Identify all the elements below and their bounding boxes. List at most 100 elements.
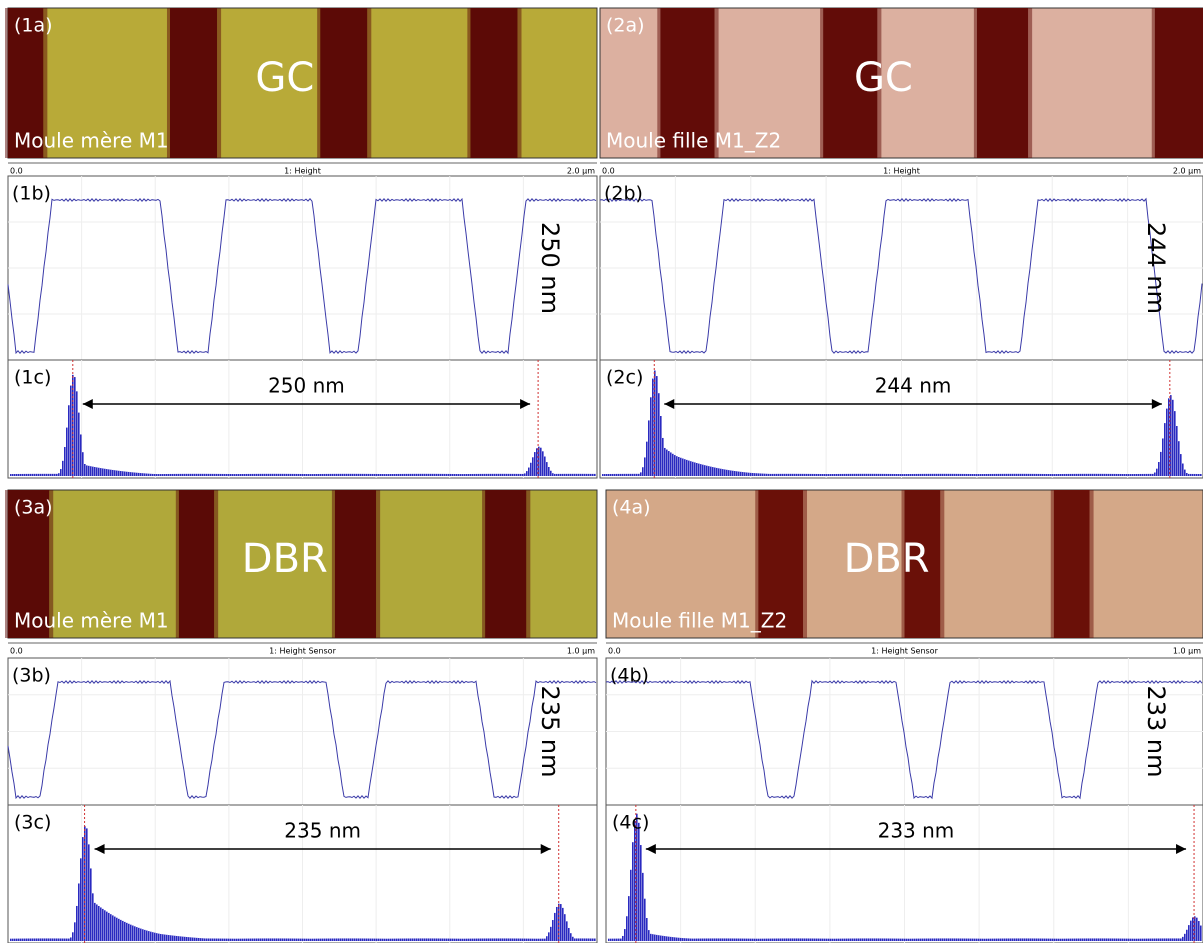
histogram-bar [230,474,232,476]
histogram-bar [594,938,596,941]
histogram-bar [482,473,484,476]
histogram-bar [408,938,410,941]
histogram-bar [470,473,472,476]
histogram-bar [624,929,626,941]
histogram-bar [666,936,668,941]
histogram-bar [368,473,370,476]
stripe [1053,490,1090,638]
histogram-bar [24,473,26,476]
histogram-bar [234,938,236,941]
histogram-bar [98,905,100,941]
histogram-bar [984,938,986,941]
stripe-edge [1050,490,1054,638]
histogram-bar [374,473,376,476]
histogram-bar [654,934,656,941]
histogram-bar [1114,938,1116,941]
histogram-bar [530,462,532,476]
histogram-bar [232,474,234,476]
histogram-bar [434,473,436,476]
histogram-bar [1004,938,1006,941]
histogram-bar [36,938,38,941]
histogram-bar [772,938,774,941]
histogram-bar [286,938,288,941]
histogram-bar [1190,473,1192,476]
histogram-bar [1074,938,1076,941]
histogram-bar [1078,473,1080,476]
histogram-bar [660,416,662,476]
histogram-bar [760,473,762,476]
histogram-bar [282,938,284,941]
histogram-bar [576,938,578,941]
histogram-bar [1068,938,1070,941]
histogram-bar [306,474,308,476]
histogram-bar [166,934,168,941]
histogram-bar [116,917,118,941]
histogram-bar [352,938,354,941]
histogram-bar [798,473,800,476]
histogram-bar [74,377,76,476]
histogram-bar [636,813,638,941]
stripe-edge [5,490,8,638]
histogram-bar [396,473,398,476]
histogram-bar [656,934,658,941]
histogram-bar [1186,929,1188,941]
histogram-bar [1102,938,1104,941]
histogram-bar [830,938,832,941]
histogram-bar [582,473,584,476]
histogram-bar [684,938,686,941]
histogram-bar [262,938,264,941]
histogram-bar [538,938,540,941]
histogram-bar [398,473,400,476]
distance-label: 235 nm [284,819,361,843]
histogram-bar [690,461,692,476]
histogram-bar [904,474,906,476]
histogram-bar [160,933,162,941]
scale-start: 0.0 [602,167,615,176]
histogram-bar [610,938,612,941]
histogram-bar [866,473,868,476]
histogram-bar [114,470,116,476]
sample-label: DBR [242,536,328,582]
histogram-bar [948,938,950,941]
histogram-bar [100,468,102,476]
histogram-bar [982,938,984,941]
histogram-bar [290,473,292,476]
histogram-bar [814,473,816,476]
histogram-bar [360,938,362,941]
histogram-bar [760,938,762,941]
histogram-bar [116,470,118,476]
histogram-bar [1180,454,1182,476]
scale-start: 0.0 [10,167,23,176]
histogram-bar [518,938,520,941]
histogram-bar [900,474,902,476]
stripe [1154,8,1203,158]
histogram-bar [248,473,250,476]
histogram-bar [674,937,676,941]
histogram-bar [170,935,172,941]
histogram-bar [1166,938,1168,941]
histogram-bar [182,936,184,941]
histogram-bar [1004,473,1006,476]
histogram-bar [1190,920,1192,941]
histogram-bar [1118,938,1120,941]
histogram-bar [214,473,216,476]
histogram-bar [1070,938,1072,941]
histogram-bar [1168,938,1170,941]
histogram-bar [450,938,452,941]
histogram-bar [942,473,944,476]
histogram-bar [1156,468,1158,476]
histogram-bar [472,473,474,476]
histogram-bar [38,938,40,941]
histogram-bar [260,473,262,476]
stripe-edge [376,490,381,638]
histogram-bar [570,473,572,476]
histogram-bar [1052,474,1054,476]
histogram-bar [162,934,164,941]
histogram-bar [1034,473,1036,476]
stripe-edge [657,8,661,158]
histogram-bar [786,938,788,941]
histogram-bar [388,474,390,476]
histogram-bar [768,938,770,941]
histogram-bar [380,938,382,941]
histogram-bar [14,474,16,476]
